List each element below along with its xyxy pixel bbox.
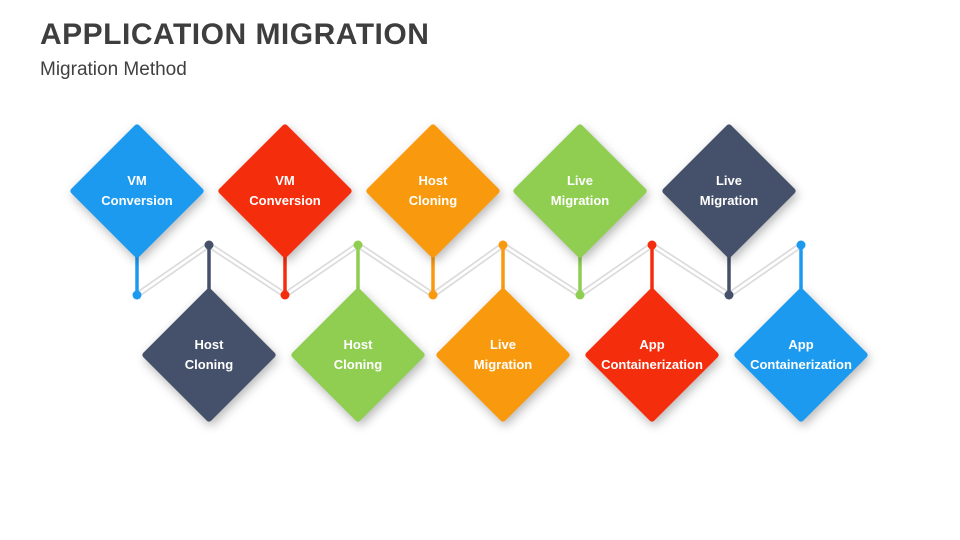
diamond-label: App Containerization (750, 337, 852, 372)
diamond-label: Host Cloning (408, 173, 458, 208)
diamond-app-containerization-blue: App Containerization (733, 287, 869, 423)
node-dot (498, 240, 508, 250)
diamond-label: Live Migration (473, 337, 533, 372)
node-dot (132, 290, 142, 300)
node-dot (353, 240, 363, 250)
page-subtitle: Migration Method (40, 59, 187, 80)
diamond-label: App Containerization (601, 337, 703, 372)
node-dot (280, 290, 290, 300)
diamond-vm-conversion-blue: VM Conversion (69, 123, 205, 259)
node-dot (647, 240, 657, 250)
diamond-label: VM Conversion (101, 173, 173, 208)
node-dot (575, 290, 585, 300)
diamond-label: Live Migration (550, 173, 610, 208)
diamond-label: Host Cloning (184, 337, 234, 372)
diamond-live-migration-green: Live Migration (512, 123, 648, 259)
zigzag-line-inner (135, 243, 803, 297)
diamond-host-cloning-orange: Host Cloning (365, 123, 501, 259)
page-title: APPLICATION MIGRATION (40, 18, 430, 51)
node-dot (724, 290, 734, 300)
diamond-host-cloning-slate: Host Cloning (141, 287, 277, 423)
diamond-app-containerization-red: App Containerization (584, 287, 720, 423)
node-dot (428, 290, 438, 300)
diamond-label: VM Conversion (249, 173, 321, 208)
diamond-host-cloning-green: Host Cloning (290, 287, 426, 423)
node-dot (204, 240, 214, 250)
node-dot (796, 240, 806, 250)
diamond-label: Live Migration (699, 173, 759, 208)
diamond-label: Host Cloning (333, 337, 383, 372)
diamond-vm-conversion-red: VM Conversion (217, 123, 353, 259)
diamond-live-migration-slate: Live Migration (661, 123, 797, 259)
diamond-live-migration-orange: Live Migration (435, 287, 571, 423)
